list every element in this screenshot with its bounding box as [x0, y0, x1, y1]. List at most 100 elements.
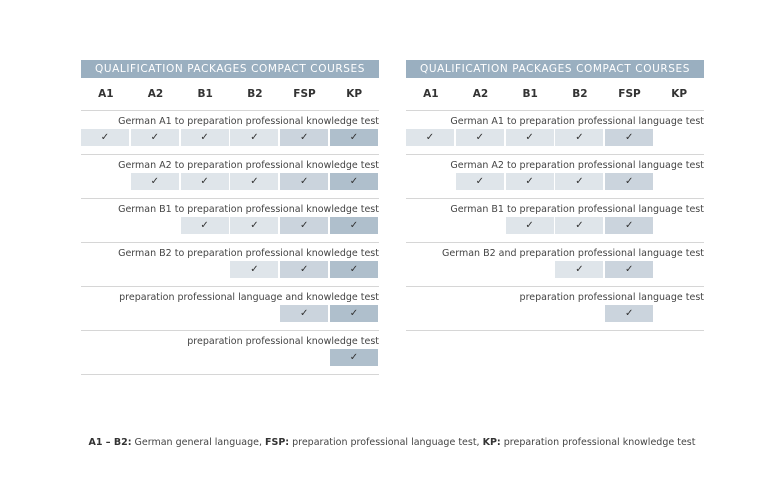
check-cell: ✓: [130, 129, 179, 146]
table-title: QUALIFICATION PACKAGES COMPACT COURSES: [81, 60, 379, 78]
column-header: FSP: [293, 88, 316, 100]
check-cell: ✓: [455, 129, 504, 146]
column-header: B2: [572, 88, 588, 100]
column-headers: A1 A2 B1 B2 FSP KP: [406, 78, 704, 111]
check-icon: ✓: [299, 132, 309, 143]
footnote-text: preparation professional language test,: [289, 437, 483, 448]
check-icon: ✓: [200, 176, 209, 187]
package-row: German A2 to preparation professional kn…: [81, 155, 379, 199]
footnote-term: A1 – B2:: [88, 437, 132, 448]
check-cell: ✓: [130, 173, 179, 190]
check-icon: ✓: [349, 220, 359, 231]
package-label: German B1 to preparation professional kn…: [118, 204, 379, 215]
check-icon: ✓: [425, 132, 435, 143]
check-icon: ✓: [349, 176, 359, 187]
check-cell: ✓: [280, 261, 329, 278]
check-icon: ✓: [349, 132, 359, 143]
check-icon: ✓: [475, 176, 484, 187]
check-cell: ✓: [330, 305, 378, 322]
footnote-text: German general language,: [131, 437, 265, 448]
check-cell: ✓: [406, 129, 454, 146]
column-header: A1: [423, 88, 439, 100]
check-cell: ✓: [555, 261, 604, 278]
check-cell: ✓: [605, 129, 654, 146]
check-cell: ✓: [455, 173, 504, 190]
check-icon: ✓: [624, 264, 634, 275]
footnote-text: preparation professional knowledge test: [500, 437, 696, 448]
check-icon: ✓: [575, 132, 584, 143]
check-cell: ✓: [555, 173, 604, 190]
check-cell: ✓: [605, 261, 654, 278]
column-header: A1: [98, 88, 114, 100]
check-icon: ✓: [299, 220, 309, 231]
package-row: German B1 to preparation professional kn…: [81, 199, 379, 243]
column-headers: A1 A2 B1 B2 FSP KP: [81, 78, 379, 111]
package-row: German B2 to preparation professional kn…: [81, 243, 379, 287]
table-qualification-kp: QUALIFICATION PACKAGES COMPACT COURSES A1…: [81, 60, 379, 375]
column-header: A2: [147, 88, 164, 100]
check-icon: ✓: [475, 132, 484, 143]
check-cell: ✓: [180, 173, 229, 190]
check-cell: ✓: [505, 129, 554, 146]
check-icon: ✓: [624, 308, 634, 319]
table-title: QUALIFICATION PACKAGES COMPACT COURSES: [406, 60, 704, 78]
table-qualification-fsp: QUALIFICATION PACKAGES COMPACT COURSES A1…: [406, 60, 704, 331]
check-icon: ✓: [250, 264, 259, 275]
check-cell: ✓: [330, 173, 378, 190]
check-cell: ✓: [330, 129, 378, 146]
column-header: KP: [346, 88, 363, 100]
check-cell: ✓: [330, 261, 378, 278]
package-row: preparation professional language and kn…: [81, 287, 379, 331]
check-icon: ✓: [525, 132, 534, 143]
check-cell: ✓: [605, 173, 654, 190]
check-cell: ✓: [280, 217, 329, 234]
package-row: German A2 to preparation professional la…: [406, 155, 704, 199]
check-icon: ✓: [299, 176, 309, 187]
package-row: German B1 to preparation professional la…: [406, 199, 704, 243]
check-icon: ✓: [100, 132, 110, 143]
check-icon: ✓: [299, 264, 309, 275]
check-icon: ✓: [200, 220, 209, 231]
check-icon: ✓: [575, 264, 584, 275]
check-cell: ✓: [230, 173, 279, 190]
check-icon: ✓: [299, 308, 309, 319]
check-cell: ✓: [230, 217, 279, 234]
check-cell: ✓: [330, 217, 378, 234]
check-cell: ✓: [505, 173, 554, 190]
check-cell: ✓: [81, 129, 129, 146]
package-label: German A2 to preparation professional kn…: [118, 160, 379, 171]
check-icon: ✓: [624, 132, 634, 143]
check-icon: ✓: [575, 220, 584, 231]
column-header: B1: [197, 88, 213, 100]
check-icon: ✓: [250, 132, 259, 143]
check-icon: ✓: [150, 176, 159, 187]
check-icon: ✓: [200, 132, 209, 143]
check-cell: ✓: [280, 173, 329, 190]
footnote-term: KP:: [482, 437, 501, 448]
check-cell: ✓: [180, 217, 229, 234]
check-cell: ✓: [505, 217, 554, 234]
column-header: A2: [472, 88, 489, 100]
check-cell: ✓: [230, 261, 279, 278]
package-label: German A2 to preparation professional la…: [450, 160, 704, 171]
check-cell: ✓: [555, 217, 604, 234]
package-label: German B2 to preparation professional kn…: [118, 248, 379, 259]
package-label: preparation professional language and kn…: [119, 292, 379, 303]
check-icon: ✓: [150, 132, 159, 143]
check-icon: ✓: [624, 176, 634, 187]
check-icon: ✓: [349, 264, 359, 275]
check-cell: ✓: [605, 217, 654, 234]
column-header: B1: [522, 88, 538, 100]
column-header: KP: [671, 88, 688, 100]
check-cell: ✓: [230, 129, 279, 146]
check-icon: ✓: [349, 308, 359, 319]
check-icon: ✓: [525, 176, 534, 187]
package-label: German A1 to preparation professional kn…: [118, 116, 379, 127]
check-icon: ✓: [525, 220, 534, 231]
check-cell: ✓: [280, 129, 329, 146]
package-row: German A1 to preparation professional la…: [406, 111, 704, 155]
check-icon: ✓: [624, 220, 634, 231]
package-label: German B2 and preparation professional l…: [442, 248, 704, 259]
package-label: German A1 to preparation professional la…: [450, 116, 704, 127]
footnote-term: FSP:: [265, 437, 290, 448]
